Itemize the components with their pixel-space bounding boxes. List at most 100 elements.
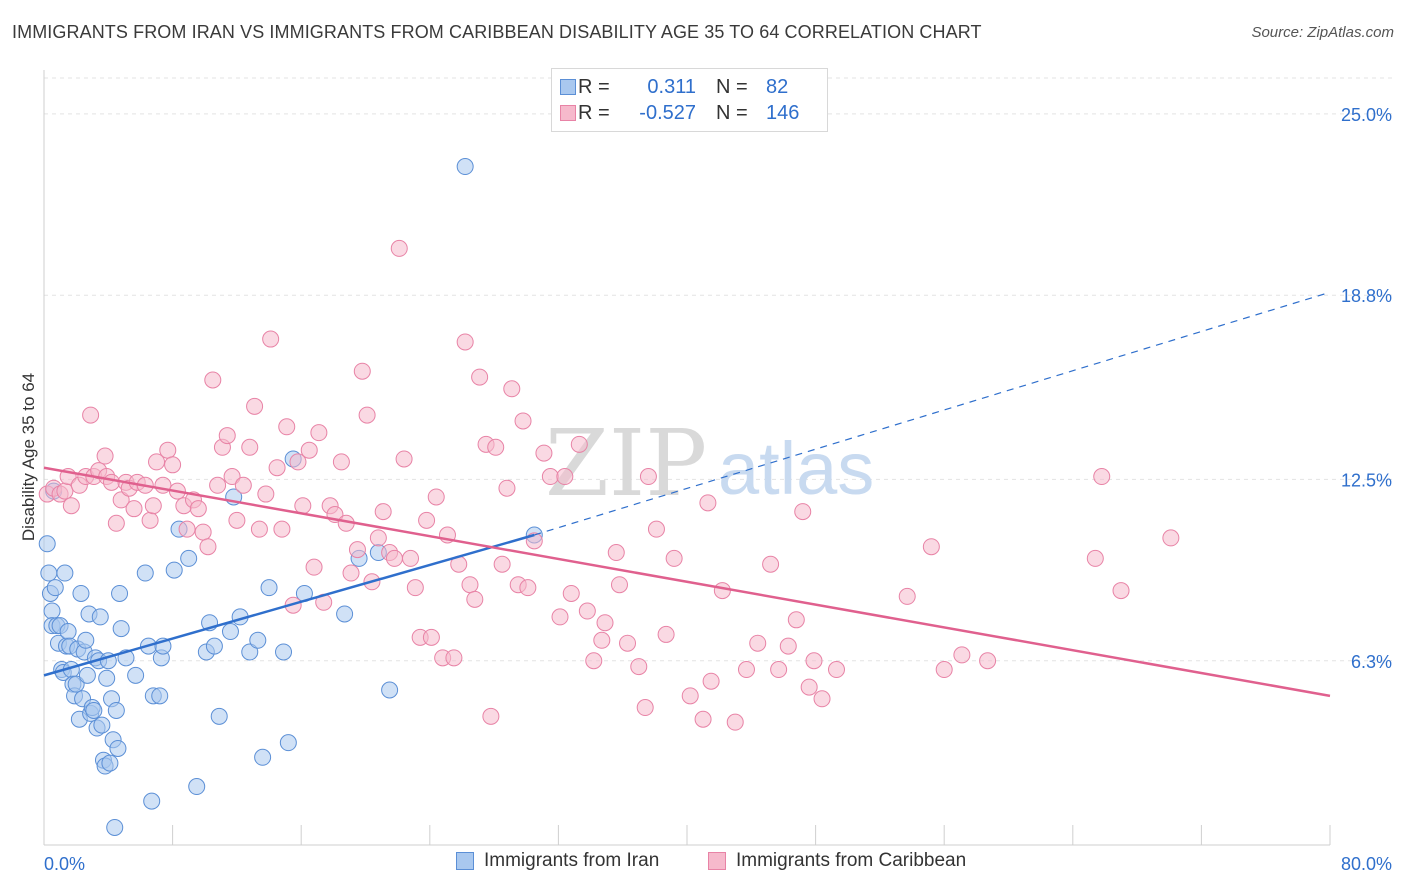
iran-point	[249, 631, 267, 649]
caribbean-point	[194, 523, 212, 541]
caribbean-point	[395, 450, 413, 468]
tick-labels: 6.3% 12.5% 18.8% 25.0% 0.0% 80.0%	[44, 105, 1392, 874]
caribbean-point	[390, 239, 408, 257]
caribbean-point	[487, 438, 505, 456]
caribbean-point	[1086, 549, 1104, 567]
iran-point	[59, 623, 77, 641]
bottom-legend-label-caribbean: Immigrants from Caribbean	[736, 850, 967, 871]
legend-iran-r-label: R =	[578, 75, 610, 98]
caribbean-point	[257, 485, 275, 503]
caribbean-point	[694, 710, 712, 728]
legend-row-caribbean: R = -0.527 N = 146	[560, 99, 799, 127]
iran-point	[221, 623, 239, 641]
caribbean-point	[262, 330, 280, 348]
iran-point	[275, 643, 293, 661]
caribbean-point	[342, 564, 360, 582]
watermark: ZIP atlas	[545, 410, 874, 517]
iran-point	[381, 681, 399, 699]
caribbean-point	[596, 614, 614, 632]
iran-point	[279, 734, 297, 752]
iran-point	[106, 818, 124, 836]
caribbean-point	[456, 333, 474, 351]
iran-point	[210, 707, 228, 725]
caribbean-point	[241, 438, 259, 456]
iran-point	[101, 754, 119, 772]
caribbean-point	[770, 661, 788, 679]
trend-lines	[43, 291, 1331, 698]
source-label: Source: ZipAtlas.com	[1251, 24, 1394, 41]
caribbean-point	[813, 690, 831, 708]
iran-point	[205, 637, 223, 655]
iran-point	[111, 584, 129, 602]
iran-point	[127, 666, 145, 684]
caribbean-point	[726, 713, 744, 731]
bottom-legend-swatch-iran	[456, 852, 474, 870]
caribbean-point	[461, 576, 479, 594]
caribbean-point	[471, 368, 489, 386]
caribbean-point	[332, 453, 350, 471]
iran-point	[112, 620, 130, 638]
caribbean-point	[273, 520, 291, 538]
caribbean-point	[369, 529, 387, 547]
caribbean-point	[56, 482, 74, 500]
caribbean-point	[585, 652, 603, 670]
caribbean-point	[348, 541, 366, 559]
caribbean-point	[103, 473, 121, 491]
caribbean-point	[607, 544, 625, 562]
y-tick-label: 25.0%	[1341, 105, 1392, 125]
caribbean-point	[159, 441, 177, 459]
iran-point	[46, 579, 64, 597]
caribbean-point	[762, 555, 780, 573]
caribbean-point	[779, 637, 797, 655]
legend-row-iran: R = 0.311 N = 82	[560, 73, 788, 101]
caribbean-point	[406, 579, 424, 597]
caribbean-point	[112, 491, 130, 509]
caribbean-point	[610, 576, 628, 594]
caribbean-point	[498, 479, 516, 497]
caribbean-point	[178, 520, 196, 538]
iran-point	[78, 666, 96, 684]
caribbean-point	[898, 587, 916, 605]
caribbean-point	[250, 520, 268, 538]
caribbean-point	[358, 406, 376, 424]
iran-point	[67, 675, 85, 693]
iran-point	[38, 535, 56, 553]
caribbean-point	[578, 602, 596, 620]
caribbean-point	[1162, 529, 1180, 547]
caribbean-point	[639, 468, 657, 486]
caribbean-point	[148, 453, 166, 471]
iran-point	[180, 549, 198, 567]
caribbean-point	[665, 549, 683, 567]
caribbean-point	[702, 672, 720, 690]
legend-carib-r-label: R =	[578, 101, 610, 124]
iran-point	[43, 602, 61, 620]
caribbean-point	[699, 494, 717, 512]
caribbean-point	[422, 628, 440, 646]
caribbean-point	[647, 520, 665, 538]
caribbean-point	[466, 590, 484, 608]
iran-point	[260, 579, 278, 597]
caribbean-point	[556, 468, 574, 486]
iran-trend-extension	[534, 291, 1331, 536]
caribbean-point	[800, 678, 818, 696]
iran-point	[456, 158, 474, 176]
caribbean-point	[503, 380, 521, 398]
caribbean-point	[657, 625, 675, 643]
caribbean-point	[310, 424, 328, 442]
iran-point	[109, 739, 127, 757]
caribbean-point	[246, 397, 264, 415]
caribbean-point	[300, 441, 318, 459]
caribbean-point	[794, 503, 812, 521]
bottom-legend-label-iran: Immigrants from Iran	[484, 850, 660, 871]
caribbean-point	[209, 476, 227, 494]
iran-point	[136, 564, 154, 582]
caribbean-point	[62, 497, 80, 515]
caribbean-point	[189, 500, 207, 518]
series-caribbean-points	[38, 239, 1180, 731]
caribbean-point	[305, 558, 323, 576]
caribbean-point	[514, 412, 532, 430]
watermark-zip: ZIP	[545, 410, 707, 517]
iran-point	[336, 605, 354, 623]
caribbean-point	[82, 406, 100, 424]
legend-swatch-iran	[560, 79, 576, 95]
